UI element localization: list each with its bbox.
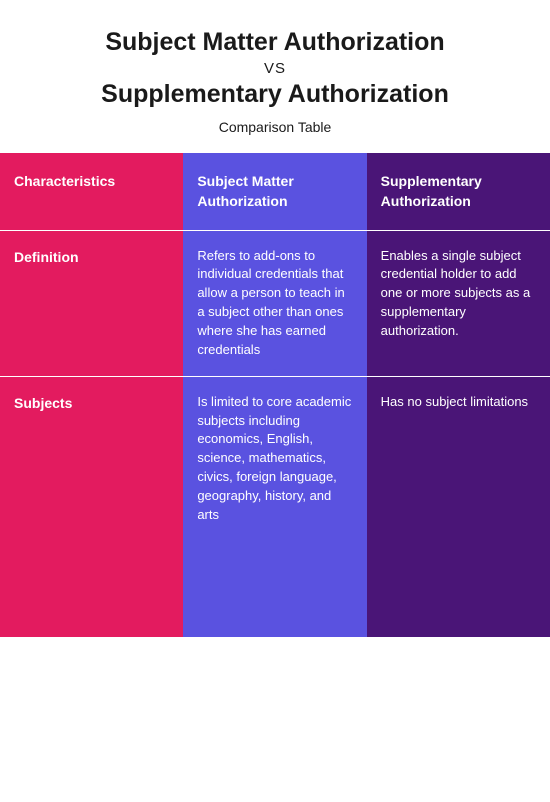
cell-definition-subject-matter: Refers to add-ons to individual credenti…: [183, 231, 366, 377]
title-line1: Subject Matter Authorization: [20, 28, 530, 57]
logo-text: Difference Between.net: [477, 770, 536, 792]
header-subject-matter: Subject Matter Authorization: [183, 153, 366, 231]
comparison-table: Characteristics Subject Matter Authoriza…: [0, 153, 550, 637]
row-label-subjects: Subjects: [0, 377, 183, 637]
header: Subject Matter Authorization VS Suppleme…: [0, 0, 550, 153]
cell-subjects-supplementary: Has no subject limitations: [367, 377, 550, 637]
title-vs: VS: [20, 60, 530, 77]
logo-bottom: Between.net: [477, 782, 536, 792]
header-characteristics: Characteristics: [0, 153, 183, 231]
cell-definition-supplementary: Enables a single subject credential hold…: [367, 231, 550, 377]
header-supplementary: Supplementary Authorization: [367, 153, 550, 231]
logo-top: Difference: [477, 770, 536, 782]
footer-logo: DB Difference Between.net: [445, 769, 536, 792]
logo-abbr: DB: [445, 769, 474, 792]
cell-subjects-subject-matter: Is limited to core academic subjects inc…: [183, 377, 366, 637]
row-label-definition: Definition: [0, 231, 183, 377]
title-line2: Supplementary Authorization: [20, 80, 530, 109]
subtitle: Comparison Table: [20, 119, 530, 135]
